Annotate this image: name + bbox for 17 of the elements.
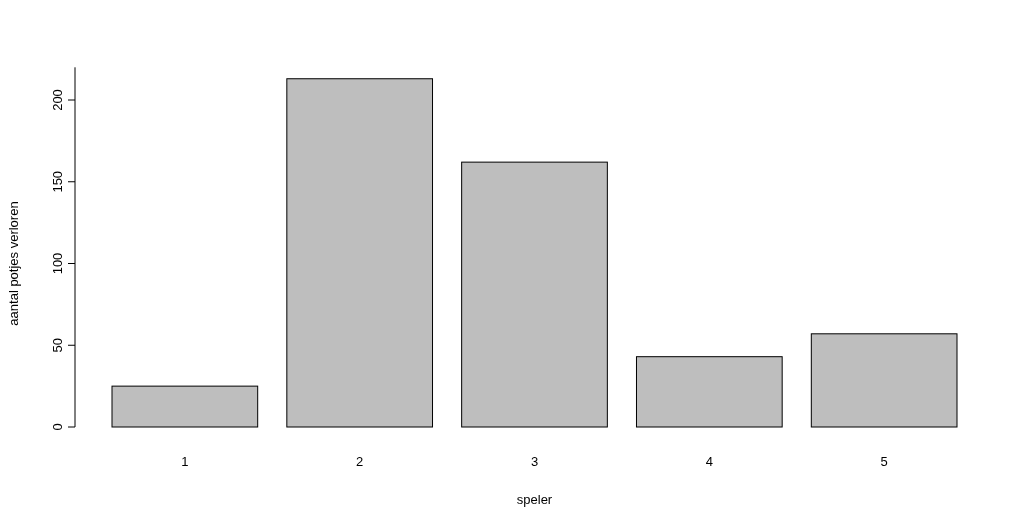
bar [111, 385, 259, 428]
bar [286, 78, 434, 428]
bar [461, 161, 608, 428]
y-tick-label: 150 [50, 170, 65, 193]
x-tick-label: 1 [181, 454, 189, 469]
x-tick-label: 3 [530, 454, 539, 469]
y-tick-label: 0 [50, 423, 65, 431]
x-axis-title: speler [516, 492, 553, 507]
y-tick-label: 100 [50, 252, 65, 275]
x-tick-label: 2 [356, 454, 364, 469]
y-tick-label: 50 [50, 338, 65, 353]
bar [810, 333, 958, 428]
x-tick-label: 5 [880, 454, 888, 469]
y-axis-title: aantal potjes verloren [6, 201, 21, 326]
y-tick-label: 200 [50, 89, 65, 111]
bar [635, 356, 783, 428]
x-tick-label: 4 [705, 454, 713, 469]
